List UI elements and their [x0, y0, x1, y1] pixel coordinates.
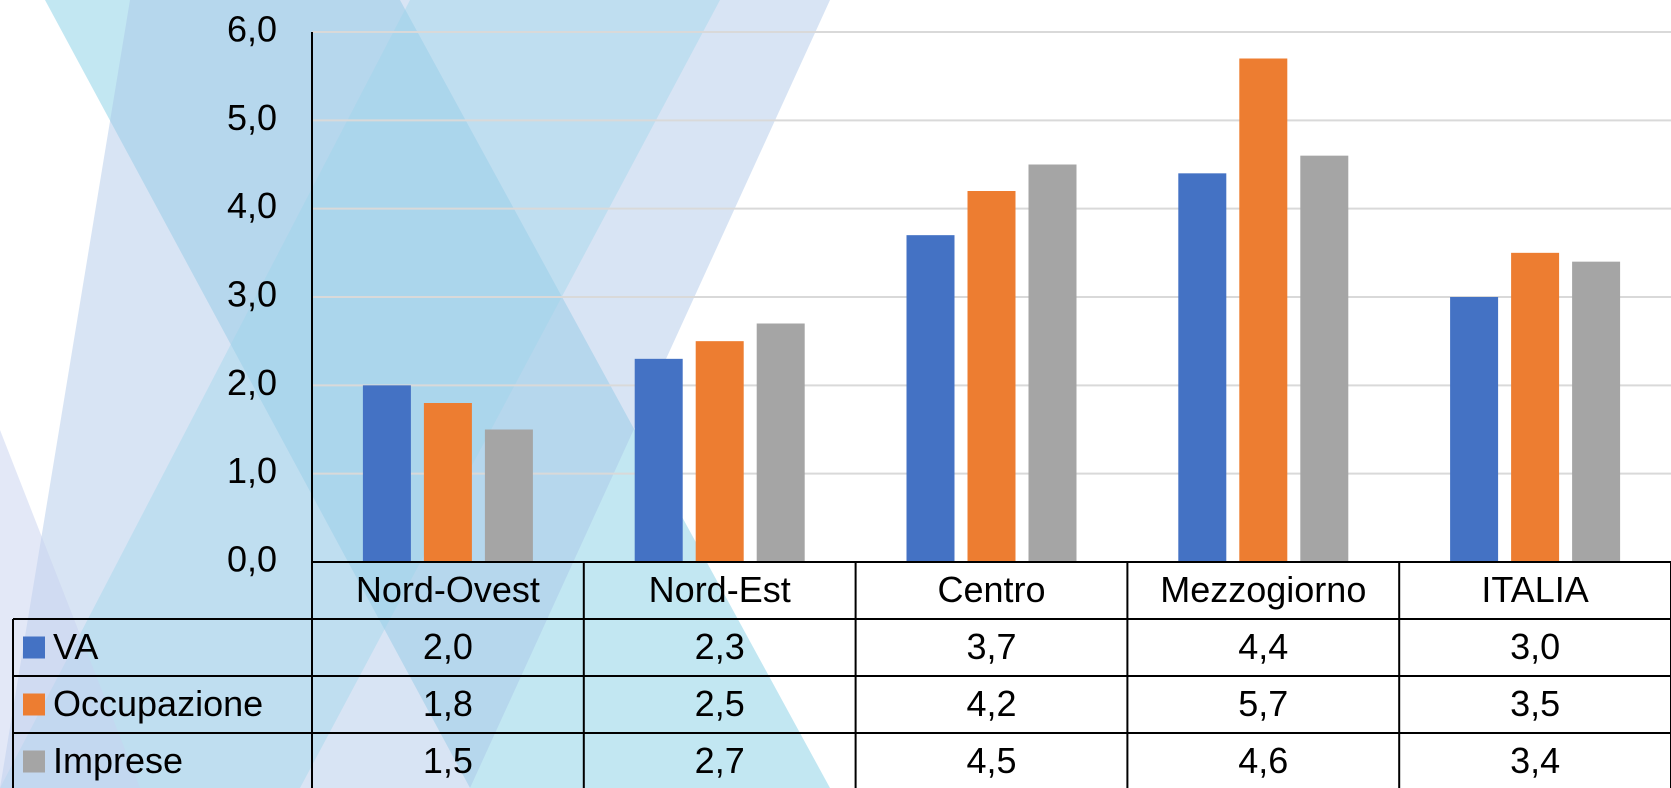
table-value: 3,0 — [1510, 626, 1560, 667]
y-tick-label: 2,0 — [227, 362, 277, 403]
bar — [695, 341, 744, 562]
legend-swatch — [23, 750, 45, 773]
table-value: 1,5 — [423, 740, 473, 781]
bar — [362, 385, 411, 562]
bar — [1239, 58, 1288, 562]
table-value: 1,8 — [423, 683, 473, 724]
y-tick-label: 1,0 — [227, 450, 277, 491]
bar — [906, 235, 955, 562]
legend-label: Occupazione — [53, 683, 263, 724]
table-value: 3,5 — [1510, 683, 1560, 724]
bar — [1450, 297, 1499, 562]
table-value: 5,7 — [1238, 683, 1288, 724]
table-value: 2,3 — [695, 626, 745, 667]
legend-label: VA — [53, 626, 98, 667]
bar — [484, 429, 533, 562]
y-tick-label: 6,0 — [227, 9, 277, 50]
table-value: 2,0 — [423, 626, 473, 667]
legend-label: Imprese — [53, 740, 183, 781]
bar — [423, 403, 472, 562]
table-value: 4,5 — [966, 740, 1016, 781]
bar — [1511, 252, 1560, 563]
background-decoration — [0, 0, 830, 788]
table-value: 3,7 — [966, 626, 1016, 667]
x-tick-label: Centro — [937, 569, 1045, 610]
bar — [1572, 261, 1621, 562]
bar — [634, 358, 683, 562]
x-tick-label: Mezzogiorno — [1160, 569, 1366, 610]
table-value: 3,4 — [1510, 740, 1560, 781]
x-tick-label: ITALIA — [1481, 569, 1588, 610]
bar — [967, 191, 1016, 562]
y-tick-label: 4,0 — [227, 185, 277, 226]
table-value: 2,5 — [695, 683, 745, 724]
bar — [756, 323, 805, 562]
table-value: 4,4 — [1238, 626, 1288, 667]
x-tick-label: Nord-Est — [649, 569, 791, 610]
table-value: 4,6 — [1238, 740, 1288, 781]
y-tick-label: 5,0 — [227, 97, 277, 138]
bar — [1028, 164, 1077, 562]
bar — [1178, 173, 1227, 563]
table-value: 2,7 — [695, 740, 745, 781]
legend-swatch — [23, 693, 45, 716]
table-value: 4,2 — [966, 683, 1016, 724]
y-tick-label: 0,0 — [227, 539, 277, 580]
bar — [1300, 155, 1349, 562]
x-tick-label: Nord-Ovest — [356, 569, 540, 610]
y-tick-label: 3,0 — [227, 274, 277, 315]
legend-swatch — [23, 636, 45, 659]
